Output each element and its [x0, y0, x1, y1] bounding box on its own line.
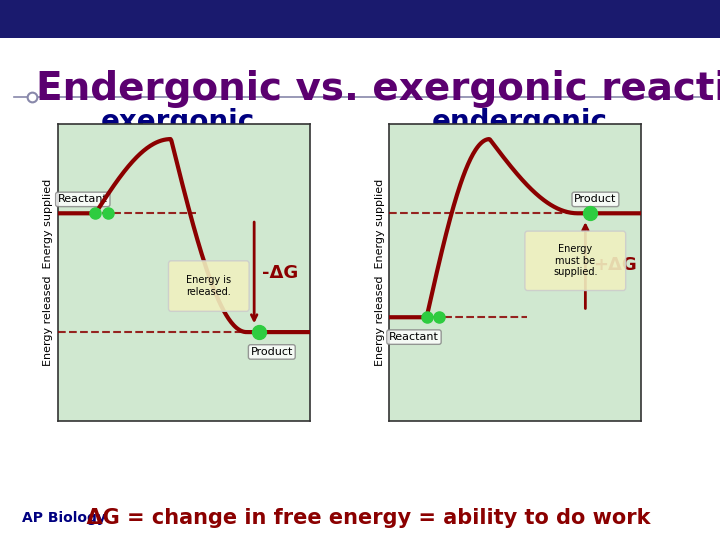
- FancyBboxPatch shape: [0, 0, 720, 38]
- Text: Energy
must be
supplied.: Energy must be supplied.: [553, 244, 598, 278]
- Text: ΔG = change in free energy = ability to do work: ΔG = change in free energy = ability to …: [72, 508, 650, 529]
- Text: Reactant: Reactant: [58, 194, 108, 204]
- Text: AP Biology: AP Biology: [22, 511, 105, 525]
- Text: - digestion: - digestion: [101, 176, 189, 193]
- Text: - synthesis: - synthesis: [432, 176, 521, 193]
- Text: Product: Product: [251, 347, 293, 357]
- Text: exergonic: exergonic: [101, 108, 255, 136]
- Text: endergonic: endergonic: [432, 108, 608, 136]
- Y-axis label: Energy released  Energy supplied: Energy released Energy supplied: [374, 179, 384, 366]
- FancyBboxPatch shape: [168, 261, 249, 311]
- Text: - energy invested: - energy invested: [432, 140, 577, 158]
- Text: - energy released: - energy released: [101, 140, 246, 158]
- Text: Product: Product: [575, 194, 616, 204]
- Text: -ΔG: -ΔG: [262, 264, 298, 282]
- Text: +ΔG: +ΔG: [593, 256, 636, 274]
- Text: Reactant: Reactant: [389, 332, 439, 342]
- Text: Energy is
released.: Energy is released.: [186, 275, 231, 297]
- FancyBboxPatch shape: [525, 231, 626, 291]
- Text: Endergonic vs. exergonic reactions: Endergonic vs. exergonic reactions: [36, 70, 720, 108]
- Y-axis label: Energy released  Energy supplied: Energy released Energy supplied: [43, 179, 53, 366]
